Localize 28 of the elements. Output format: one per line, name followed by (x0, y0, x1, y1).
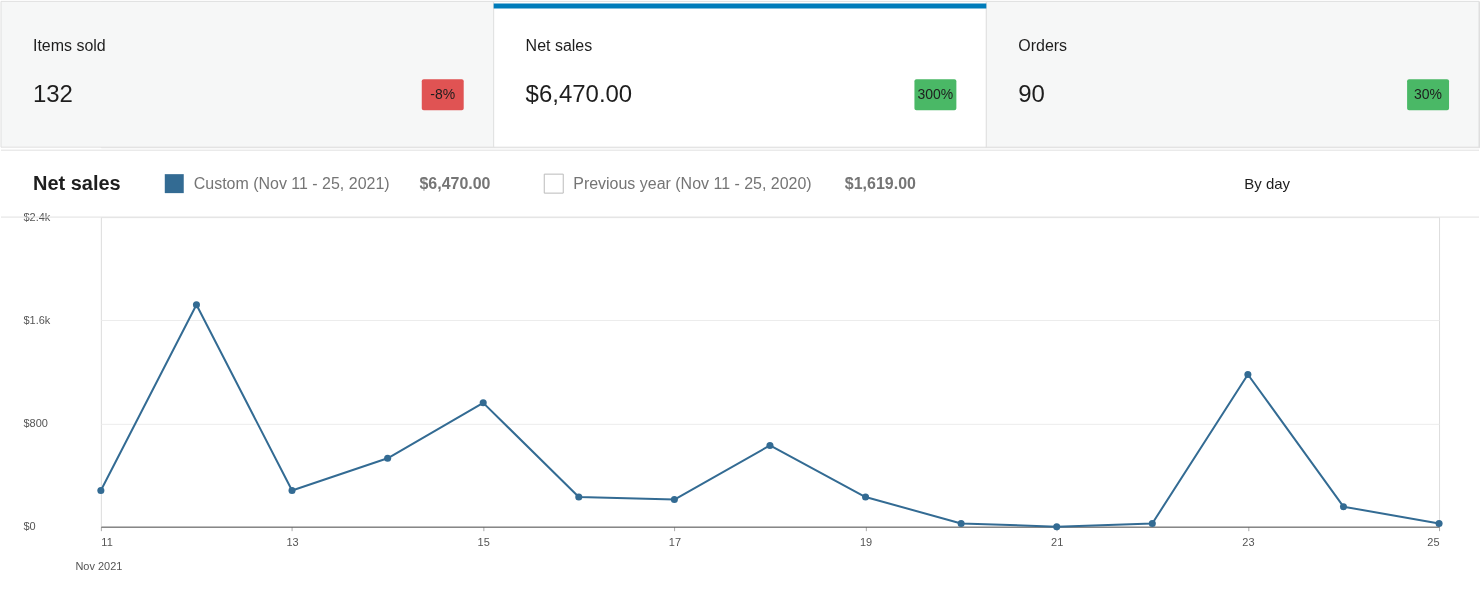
x-tick-label: 19 (859, 536, 873, 549)
text: 90 (1018, 80, 1045, 108)
text: $6,470.00 (525, 80, 633, 108)
legend-label: Custom (Nov 11 - 25, 2021) (193, 175, 390, 193)
y-tick-label: $0 (23, 520, 36, 533)
text: 132 (32, 80, 73, 108)
text: $1,619.00 (844, 175, 917, 193)
y-tick-label: $800 (23, 416, 48, 429)
chart-title: Net sales (32, 172, 121, 195)
x-tick-label: 11 (101, 536, 113, 549)
y-tick-label: $2.4k (23, 210, 51, 223)
text: By day (1244, 175, 1291, 193)
text: Net sales (525, 37, 593, 55)
x-tick-label: 13 (286, 536, 299, 549)
text: 30% (1414, 86, 1443, 103)
x-tick-label: 21 (1051, 536, 1064, 549)
text: $6,470.00 (419, 175, 491, 193)
text: 300% (917, 86, 954, 103)
x-tick-label: 15 (477, 536, 490, 549)
text: Orders (1018, 37, 1068, 55)
x-tick-label: 17 (668, 536, 681, 549)
x-tick-label: 23 (1242, 536, 1255, 549)
text: Items sold (32, 37, 106, 55)
text: -8% (430, 86, 456, 103)
text: Previous year (Nov 11 - 25, 2020) (573, 175, 812, 193)
x-axis-title: Nov 2021 (75, 560, 123, 573)
x-tick-label: 25 (1427, 536, 1440, 549)
y-tick-label: $1.6k (23, 313, 51, 326)
